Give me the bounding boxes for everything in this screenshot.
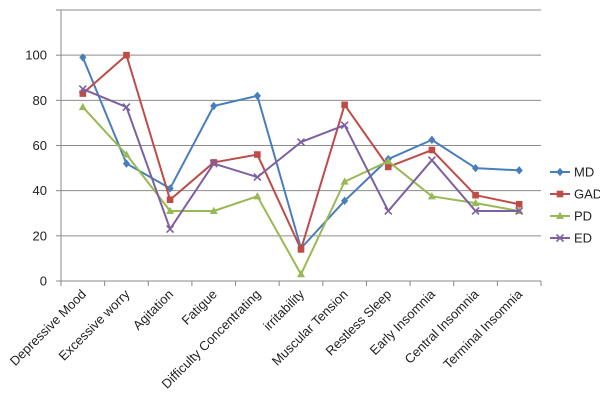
data-point-ed-fatigue	[209, 159, 218, 168]
legend-label-md: MD	[574, 165, 594, 180]
data-point-gad-depressive-mood	[79, 90, 87, 97]
data-point-md-fatigue	[210, 101, 218, 111]
data-point-pd-depressive-mood	[78, 102, 87, 111]
series-gad	[79, 51, 523, 253]
data-point-gad-difficulty-concentrating	[254, 151, 261, 158]
legend-item-ed: ED	[550, 231, 592, 246]
series-line-gad	[82, 54, 520, 251]
data-point-gad-muscular-tension	[341, 101, 348, 109]
data-point-md-excessive-worry	[122, 159, 131, 168]
series-ed	[78, 84, 524, 234]
series-line-md	[81, 57, 520, 250]
data-point-md-early-insomnia	[428, 135, 436, 145]
data-point-gad-agitation	[166, 196, 174, 203]
legend-item-md: MD	[550, 165, 594, 180]
data-point-md-terminal-insomnia	[515, 166, 523, 175]
data-point-gad-early-insomnia	[428, 146, 436, 154]
x-tick-label-central-insomnia: Central Insomnia	[402, 286, 483, 367]
data-point-ed-muscular-tension	[340, 121, 349, 130]
x-tick-label-fatigue: Fatigue	[179, 287, 220, 328]
data-point-pd-excessive-worry	[122, 150, 131, 158]
data-point-pd-central-insomnia	[471, 198, 480, 207]
data-point-pd-fatigue	[209, 206, 218, 214]
legend-marker-ed	[555, 233, 565, 243]
data-point-ed-terminal-insomnia	[515, 206, 524, 216]
data-point-ed-excessive-worry	[122, 103, 131, 112]
x-tick-label-muscular-tension: Muscular Tension	[269, 287, 351, 369]
data-point-gad-excessive-worry	[123, 51, 130, 59]
x-tick-label-terminal-insomnia: Terminal Insomnia	[440, 286, 526, 372]
data-point-ed-depressive-mood	[78, 84, 87, 94]
data-point-ed-agitation	[166, 224, 175, 234]
axes	[56, 9, 542, 286]
data-point-gad-central-insomnia	[472, 191, 479, 199]
data-point-pd-difficulty-concentrating	[253, 192, 262, 200]
data-point-pd-irritability	[297, 270, 305, 278]
x-tick-label-agitation: Agitation	[130, 287, 176, 333]
legend-label-gad: GAD	[574, 187, 600, 202]
y-tick-label-60: 60	[33, 138, 47, 153]
data-point-md-depressive-mood	[79, 53, 87, 62]
data-point-md-muscular-tension	[341, 196, 349, 206]
y-tick-label-0: 0	[40, 274, 47, 289]
data-point-ed-restless-sleep	[384, 206, 393, 216]
y-tick-label-40: 40	[33, 183, 47, 198]
data-point-ed-irritability	[296, 138, 306, 147]
data-point-pd-early-insomnia	[427, 192, 436, 200]
series-line-ed	[82, 88, 520, 231]
data-point-pd-restless-sleep	[384, 157, 393, 165]
data-point-ed-difficulty-concentrating	[253, 173, 262, 182]
legend-marker-md	[556, 167, 564, 177]
legend-marker-gad	[556, 190, 564, 198]
data-point-gad-restless-sleep	[384, 163, 392, 171]
data-point-gad-irritability	[297, 246, 305, 253]
data-point-ed-central-insomnia	[471, 206, 480, 216]
data-point-md-difficulty-concentrating	[253, 91, 261, 101]
data-point-pd-muscular-tension	[340, 177, 349, 185]
y-tick-label-100: 100	[25, 48, 47, 63]
legend-label-pd: PD	[574, 209, 592, 224]
data-point-ed-early-insomnia	[427, 156, 436, 165]
legend-label-ed: ED	[574, 231, 592, 246]
legend-item-gad: GAD	[550, 187, 600, 202]
legend: MD GAD PD ED	[550, 165, 600, 246]
y-axis-tick-labels: 0 20 40 60 80 100	[25, 48, 47, 289]
data-point-md-central-insomnia	[471, 163, 480, 173]
series-group	[78, 51, 524, 278]
legend-marker-pd	[556, 211, 564, 219]
x-tick-label-depressive-mood: Depressive Mood	[7, 287, 89, 369]
y-tick-label-80: 80	[33, 93, 47, 108]
y-tick-label-20: 20	[33, 228, 47, 243]
data-point-gad-terminal-insomnia	[515, 200, 523, 208]
legend-item-pd: PD	[550, 209, 592, 224]
series-md	[79, 53, 523, 253]
data-point-pd-agitation	[166, 206, 175, 214]
